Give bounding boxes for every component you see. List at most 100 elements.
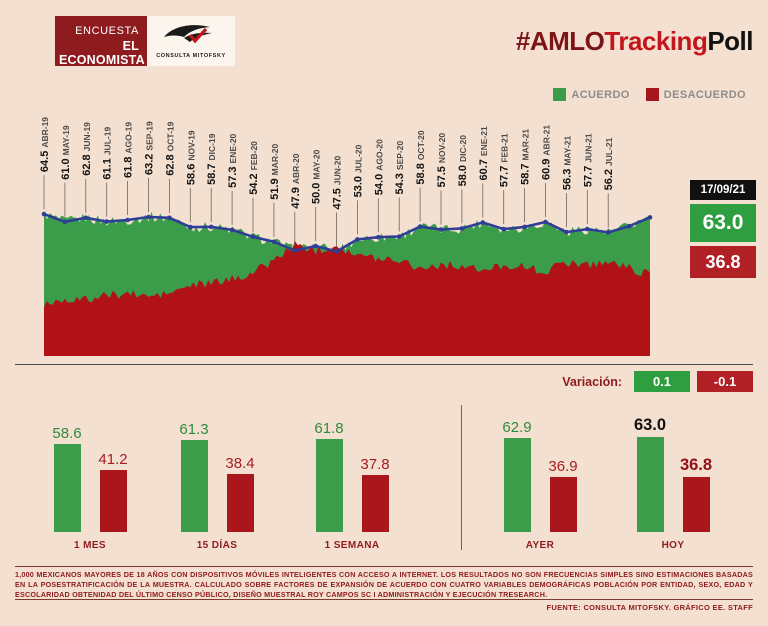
section-divider — [15, 364, 753, 365]
month-point-label: 51.9MAR-20 — [269, 143, 281, 199]
month-point-label: 57.7FEB-21 — [499, 133, 511, 187]
trend-point — [626, 223, 632, 229]
trend-area-chart: 64.5ABR-19 61.0MAY-19 62.8JUN-19 61.1JUL-19… — [39, 117, 653, 356]
bars-row: 58.6 41.2 — [35, 425, 145, 532]
bar-group-15-días: 61.3 38.4 15 DÍAS — [162, 398, 272, 556]
desacuerdo-column: 41.2 — [95, 451, 131, 532]
month-point-label: 58.6NOV-19 — [185, 130, 197, 185]
month-point-label: 57.7JUN-21 — [582, 133, 594, 187]
month-point-label: 57.3ENE-20 — [227, 133, 239, 187]
trend-point — [41, 211, 47, 217]
mitofsky-eagle-icon — [164, 25, 212, 44]
month-point-label: 56.3MAY-21 — [561, 135, 573, 190]
trend-point — [585, 226, 590, 232]
bar-group-1-semana: 61.8 37.8 1 SEMANA — [297, 398, 407, 556]
acuerdo-bar-value: 62.9 — [502, 419, 532, 436]
bars-row: 62.9 36.9 — [485, 419, 595, 532]
consulta-mitofsky-logo: CONSULTA MITOFSKY — [147, 16, 235, 66]
title-amlo: #AMLO — [515, 26, 605, 56]
trend-point — [396, 234, 402, 239]
trend-point — [229, 227, 235, 233]
desacuerdo-column: 37.8 — [357, 456, 393, 532]
brand-name-bold: EL ECONOMISTA — [59, 39, 145, 67]
desacuerdo-legend-label: DESACUERDO — [663, 88, 746, 101]
month-point-label: 54.3SEP-20 — [394, 141, 406, 195]
month-point-label: 56.2JUL-21 — [603, 137, 615, 190]
month-point-label: 64.5ABR-19 — [39, 117, 51, 172]
chart-legend: ACUERDO DESACUERDO — [553, 88, 746, 101]
title-poll: Poll — [707, 26, 753, 56]
month-point-label: 47.5JUN-20 — [332, 156, 344, 210]
desacuerdo-bar-value: 36.9 — [548, 458, 578, 475]
acuerdo-column: 62.9 — [499, 419, 535, 532]
acuerdo-bar — [503, 438, 531, 532]
desacuerdo-swatch-icon — [645, 88, 659, 101]
variacion-acuerdo-box: 0.1 — [634, 371, 690, 392]
trend-point — [480, 220, 486, 225]
trend-point — [564, 229, 569, 235]
acuerdo-bar — [636, 437, 664, 532]
bar-section-divider — [461, 405, 462, 550]
bar-chart: 58.6 41.2 1 MES 61.3 38.4 15 DÍAS 61.8 37.8 1 SE… — [0, 398, 768, 556]
acuerdo-column: 58.6 — [49, 425, 85, 532]
month-point-label: 58.7DIC-19 — [206, 133, 218, 185]
acuerdo-column: 61.3 — [176, 421, 212, 532]
trend-point — [250, 234, 256, 240]
bar-category-label: 1 MES — [73, 540, 106, 551]
current-date-box: 17/09/21 — [690, 180, 756, 200]
bar-category-label: 1 SEMANA — [324, 540, 380, 551]
trend-point — [208, 224, 214, 230]
trend-point — [334, 249, 339, 254]
desacuerdo-bar — [99, 470, 127, 532]
legend-item-acuerdo: ACUERDO — [553, 88, 629, 101]
desacuerdo-bar-value: 38.4 — [225, 455, 255, 472]
month-point-label: 54.2FEB-20 — [248, 141, 260, 195]
footer-rule-top — [15, 566, 753, 567]
trend-point — [501, 226, 507, 232]
variacion-row: Variación: 0.1 -0.1 — [562, 371, 753, 392]
desacuerdo-bar — [226, 474, 254, 532]
current-acuerdo-box: 63.0 — [690, 204, 756, 242]
brand-box: ENCUESTA EL ECONOMISTA — [55, 16, 147, 67]
bars-row: 61.8 37.8 — [297, 420, 407, 532]
acuerdo-bar-value: 61.8 — [314, 420, 344, 437]
month-point-label: 58.7MAR-21 — [520, 129, 532, 185]
acuerdo-bar — [315, 439, 343, 532]
desacuerdo-bar — [361, 475, 389, 532]
month-point-label: 61.1JUL-19 — [102, 127, 114, 180]
month-point-label: 63.2SEP-19 — [144, 121, 156, 175]
bars-row: 61.3 38.4 — [162, 421, 272, 532]
trend-point — [355, 237, 360, 242]
trend-point — [543, 219, 548, 225]
bar-category-label: AYER — [525, 540, 555, 551]
trend-point — [104, 219, 109, 224]
desacuerdo-bar-value: 36.8 — [679, 456, 713, 474]
acuerdo-bar-value: 61.3 — [179, 421, 209, 438]
bars-row: 63.0 36.8 — [618, 416, 728, 532]
bar-group-1-mes: 58.6 41.2 1 MES — [35, 398, 145, 556]
month-point-label: 53.0JUL-20 — [352, 144, 364, 197]
month-point-label: 47.9ABR-20 — [290, 153, 302, 208]
desacuerdo-column: 38.4 — [222, 455, 258, 532]
acuerdo-trend-line — [43, 212, 651, 253]
desacuerdo-bar-value: 41.2 — [98, 451, 128, 468]
title-tracking: Tracking — [604, 26, 708, 56]
source-credit: FUENTE: CONSULTA MITOFSKY. GRÁFICO EE. S… — [546, 603, 753, 612]
footer-rule-bottom — [15, 599, 753, 600]
acuerdo-bar — [53, 444, 81, 532]
trend-point — [459, 226, 465, 231]
trend-point — [313, 243, 319, 249]
variacion-label: Variación: — [562, 374, 622, 389]
desacuerdo-column: 36.9 — [545, 458, 581, 532]
trend-point — [271, 239, 277, 245]
acuerdo-swatch-icon — [553, 88, 567, 101]
month-point-label: 58.0DIC-20 — [457, 135, 469, 187]
legend-item-desacuerdo: DESACUERDO — [645, 88, 746, 101]
page-title: #AMLOTrackingPoll — [515, 26, 754, 57]
bar-category-label: 15 DÍAS — [196, 540, 238, 551]
bar-group-hoy: 63.0 36.8 HOY — [618, 398, 728, 556]
month-point-label: 62.8OCT-19 — [164, 121, 176, 175]
month-point-label: 60.7ENE-21 — [478, 126, 490, 180]
trend-point — [522, 224, 527, 230]
